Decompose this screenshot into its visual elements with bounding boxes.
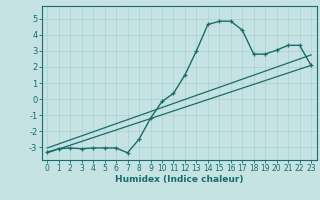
X-axis label: Humidex (Indice chaleur): Humidex (Indice chaleur) <box>115 175 244 184</box>
